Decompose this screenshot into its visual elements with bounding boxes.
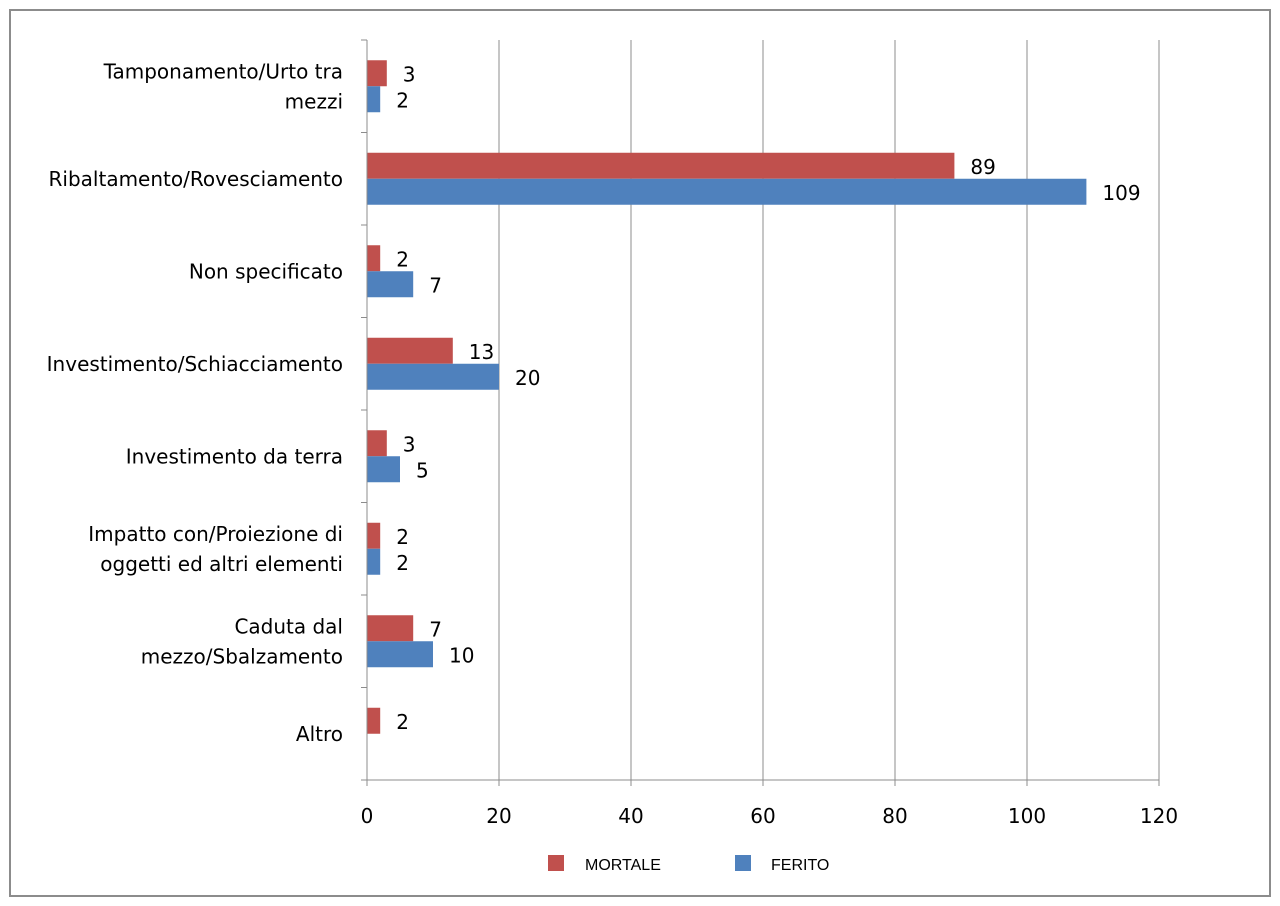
- bar-mortale: [367, 707, 381, 734]
- bar-ferito: [367, 178, 1087, 205]
- labels: 0 20 40 60 80 100 120 Tamponamento/Urto tra mezz…: [47, 59, 1178, 828]
- category-label: Investimento da terra: [126, 444, 343, 468]
- legend: MORTALE FERITO: [548, 855, 829, 874]
- bar-mortale: [367, 245, 381, 272]
- bar-mortale: [367, 337, 453, 364]
- data-label-mortale: 3: [403, 62, 416, 86]
- bars: [367, 60, 1087, 734]
- data-label-ferito: 20: [515, 366, 540, 390]
- data-label-mortale: 2: [396, 525, 409, 549]
- bar-mortale: [367, 430, 387, 457]
- legend-swatch-mortale: [548, 855, 564, 871]
- data-label-ferito: 2: [396, 551, 409, 575]
- axes: [361, 39, 1160, 786]
- x-tick-label: 120: [1140, 804, 1178, 828]
- data-label-ferito: 2: [396, 88, 409, 112]
- legend-swatch-ferito: [735, 855, 751, 871]
- x-tick-label: 60: [750, 804, 775, 828]
- x-tick-label: 100: [1008, 804, 1046, 828]
- bar-ferito: [367, 456, 400, 483]
- legend-label-mortale: MORTALE: [585, 857, 661, 874]
- data-label-mortale: 2: [396, 247, 409, 271]
- bar-mortale: [367, 152, 955, 179]
- x-tick-label: 40: [618, 804, 643, 828]
- category-label: Investimento/Schiacciamento: [47, 352, 343, 376]
- category-label: Altro: [296, 722, 343, 746]
- bar-mortale: [367, 60, 387, 87]
- grid-lines: [498, 40, 1160, 780]
- bar-mortale: [367, 615, 414, 642]
- data-label-ferito: 5: [416, 458, 429, 482]
- bar-mortale: [367, 522, 381, 549]
- category-label: Caduta dal mezzo/Sbalzamento: [141, 614, 343, 668]
- x-tick-label: 20: [486, 804, 511, 828]
- category-label: Ribaltamento/Rovesciamento: [49, 167, 343, 191]
- data-label-ferito: 109: [1102, 181, 1140, 205]
- data-label-ferito: 10: [449, 643, 474, 667]
- category-label: Non specificato: [189, 259, 343, 283]
- data-label-mortale: 2: [396, 710, 409, 734]
- x-tick-label: 80: [882, 804, 907, 828]
- bar-ferito: [367, 86, 381, 113]
- data-label-mortale: 13: [469, 340, 494, 364]
- bar-ferito: [367, 363, 499, 390]
- category-label: Impatto con/Proiezione di oggetti ed altr…: [88, 522, 343, 576]
- data-label-mortale: 3: [403, 432, 416, 456]
- category-label: Tamponamento/Urto tra mezzi: [103, 59, 343, 113]
- data-label-mortale: 89: [970, 155, 995, 179]
- bar-ferito: [367, 548, 381, 575]
- data-label-mortale: 7: [429, 617, 442, 641]
- x-tick-label: 0: [361, 804, 374, 828]
- legend-label-ferito: FERITO: [771, 857, 829, 874]
- bar-ferito: [367, 271, 414, 298]
- data-label-ferito: 7: [429, 273, 442, 297]
- bar-ferito: [367, 641, 433, 668]
